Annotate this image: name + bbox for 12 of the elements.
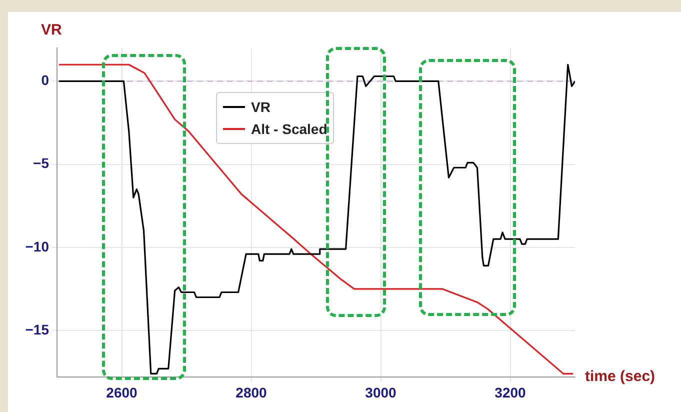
y-tick-label: −10 — [25, 238, 50, 254]
x-tick-label: 3000 — [365, 384, 397, 400]
y-tick-label: −5 — [33, 155, 50, 172]
legend-label: Alt - Scaled — [251, 121, 328, 137]
x-tick-label: 2800 — [236, 384, 268, 400]
x-axis-title: time (sec) — [585, 368, 656, 386]
y-tick-label: 0 — [41, 72, 50, 88]
y-axis-title: VR — [41, 22, 62, 39]
x-tick-label: 2600 — [106, 384, 138, 400]
legend-label: VR — [251, 99, 270, 115]
y-tick-label: −15 — [25, 321, 50, 338]
x-tick-label: 3200 — [494, 384, 526, 400]
